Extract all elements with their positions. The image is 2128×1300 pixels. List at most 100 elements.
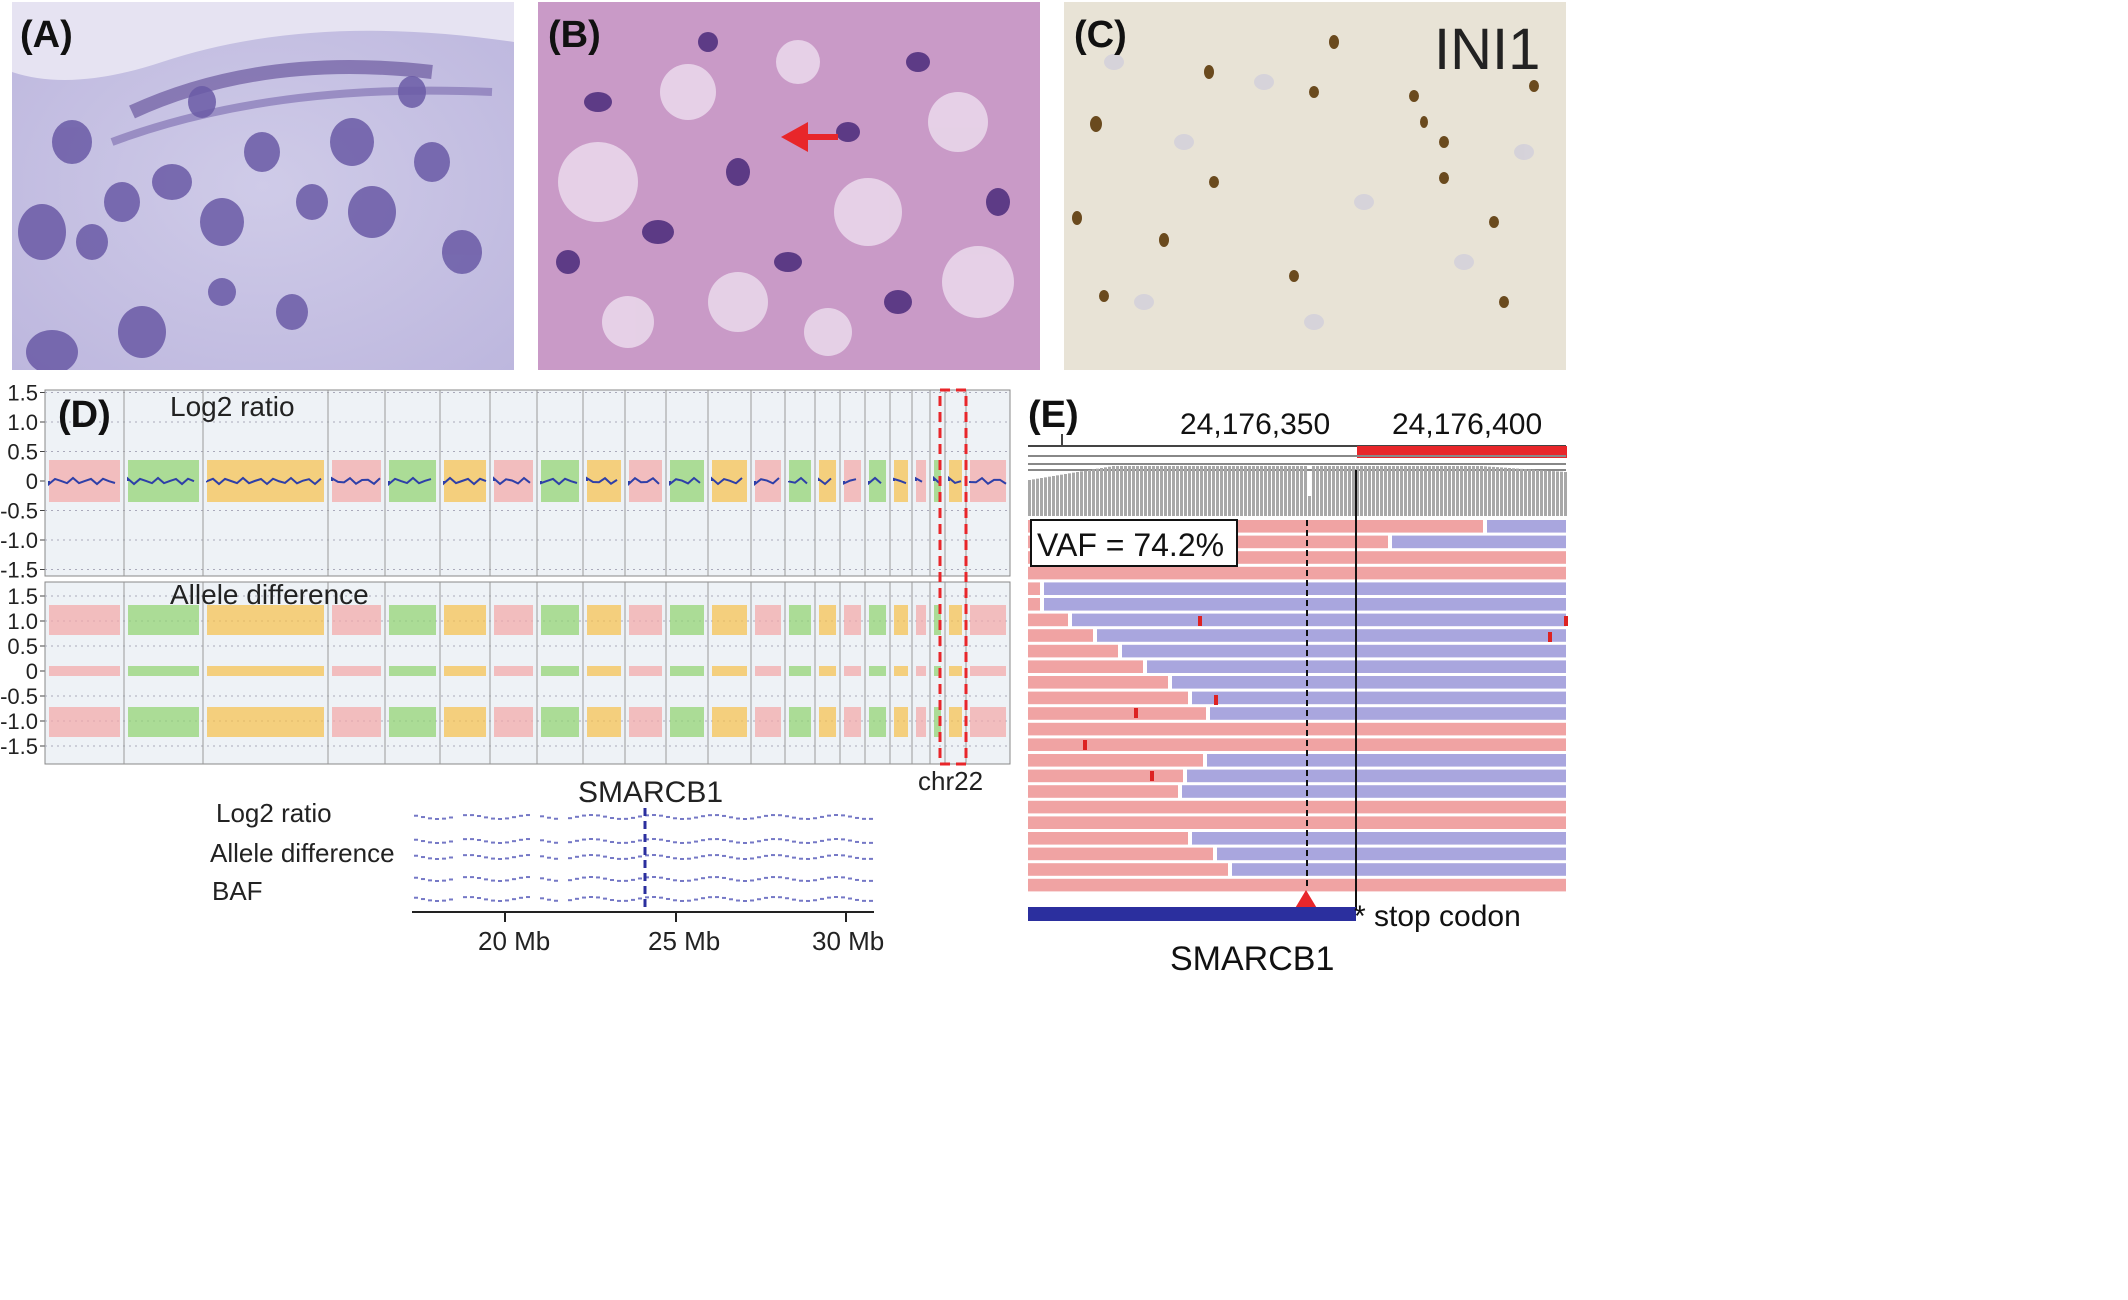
allele-chrom-band: [789, 605, 811, 635]
zoom-point: [659, 814, 663, 817]
zoom-point: [757, 898, 761, 901]
ytick-bottom: -1.0: [0, 709, 38, 734]
read-ref: [1028, 691, 1188, 705]
coverage-bar: [1156, 466, 1159, 516]
zoom-point: [477, 877, 481, 880]
coverage-bar: [1092, 469, 1095, 516]
zoom-point: [638, 815, 642, 818]
coverage-bar: [1276, 466, 1279, 516]
zoom-point: [624, 841, 628, 844]
log2-segment-line: [48, 476, 116, 487]
chr22-label: chr22: [918, 766, 983, 796]
allele-chrom-band: [844, 666, 861, 676]
zoom-point: [617, 841, 621, 844]
zoom-point: [442, 857, 446, 860]
zoom-xtick-30: 30 Mb: [812, 926, 884, 956]
coverage-bar: [1540, 470, 1543, 516]
coverage-bar: [1116, 466, 1119, 516]
log2-segment-line: [893, 477, 907, 485]
zoom-point: [771, 814, 775, 817]
zoom-point: [708, 896, 712, 899]
coverage-bar: [1548, 470, 1551, 516]
read-ref: [1028, 769, 1183, 783]
zoom-point: [442, 841, 446, 844]
panel-c-ihc-image: [1064, 2, 1566, 370]
zoom-point: [421, 898, 425, 901]
zoom-point: [841, 896, 845, 899]
mutation-marker-icon: [1294, 890, 1318, 910]
zoom-point: [869, 841, 873, 844]
zoom-point: [526, 896, 530, 899]
zoom-point: [428, 899, 432, 902]
zoom-point: [666, 855, 670, 858]
zoom-point: [848, 855, 852, 858]
zoom-point: [792, 816, 796, 819]
zoom-point: [855, 898, 859, 901]
coverage-bar: [1340, 466, 1343, 516]
zoom-point: [708, 838, 712, 841]
zoom-point: [470, 876, 474, 879]
zoom-point: [666, 839, 670, 842]
coverage-bar: [1252, 466, 1255, 516]
coverage-bar: [1348, 466, 1351, 516]
zoom-point: [659, 896, 663, 899]
zoom-point: [624, 879, 628, 882]
coverage-bar: [1076, 472, 1079, 516]
allele-chrom-band: [712, 666, 747, 676]
zoom-point: [652, 814, 656, 817]
coverage-bar: [1324, 466, 1327, 516]
zoom-point: [848, 815, 852, 818]
read-ref: [1028, 582, 1040, 595]
zoom-point: [869, 899, 873, 902]
zoom-row-baf: BAF: [212, 876, 263, 906]
panel-e-igv-view: 24,176,350 24,176,400 VAF = 74.2% * stop…: [1028, 408, 1568, 978]
coverage-bar: [1432, 466, 1435, 516]
zoom-point: [736, 817, 740, 820]
zoom-point: [540, 839, 544, 842]
zoom-point: [575, 839, 579, 842]
allele-chrom-band: [444, 605, 486, 635]
coverage-bar: [1100, 468, 1103, 516]
zoom-point: [750, 899, 754, 902]
log2-chrom-band: [128, 460, 199, 502]
coverage-bar: [1108, 466, 1111, 516]
coverage-bar: [1152, 466, 1155, 516]
zoom-point: [813, 899, 817, 902]
allele-chrom-band: [49, 707, 120, 737]
zoom-point: [680, 817, 684, 820]
zoom-point: [813, 817, 817, 820]
allele-chrom-band: [819, 666, 836, 676]
coverage-bar: [1068, 473, 1071, 516]
zoom-point: [827, 896, 831, 899]
zoom-point: [617, 817, 621, 820]
zoom-point: [687, 857, 691, 860]
zoom-point: [750, 841, 754, 844]
zoom-point: [568, 841, 572, 844]
zoom-point: [568, 857, 572, 860]
zoom-point: [540, 877, 544, 880]
read-ref: [1028, 722, 1566, 736]
read-alt: [1192, 691, 1566, 705]
zoom-point: [645, 814, 649, 817]
zoom-point: [596, 876, 600, 879]
zoom-point: [603, 897, 607, 900]
allele-chrom-band: [755, 666, 781, 676]
read-ref: [1028, 629, 1093, 642]
log2-segment-line: [818, 477, 832, 486]
coverage-bar: [1180, 466, 1183, 516]
zoom-point: [722, 814, 726, 817]
mismatch-mark: [1198, 616, 1202, 626]
zoom-point: [554, 841, 558, 844]
zoom-point: [589, 854, 593, 857]
zoom-point: [631, 878, 635, 881]
coverage-bar: [1412, 466, 1415, 516]
zoom-point: [491, 817, 495, 820]
coverage-bar: [1268, 466, 1271, 516]
coverage-bar: [1244, 466, 1247, 516]
zoom-point: [610, 841, 614, 844]
panel-a-label: (A): [20, 14, 73, 56]
zoom-point: [834, 838, 838, 841]
zoom-point: [610, 899, 614, 902]
panel-d-copy-number-plot: 1.51.00.50-0.5-1.0-1.5 1.51.00.50-0.5-1.…: [0, 381, 1011, 956]
coverage-bar: [1040, 478, 1043, 516]
